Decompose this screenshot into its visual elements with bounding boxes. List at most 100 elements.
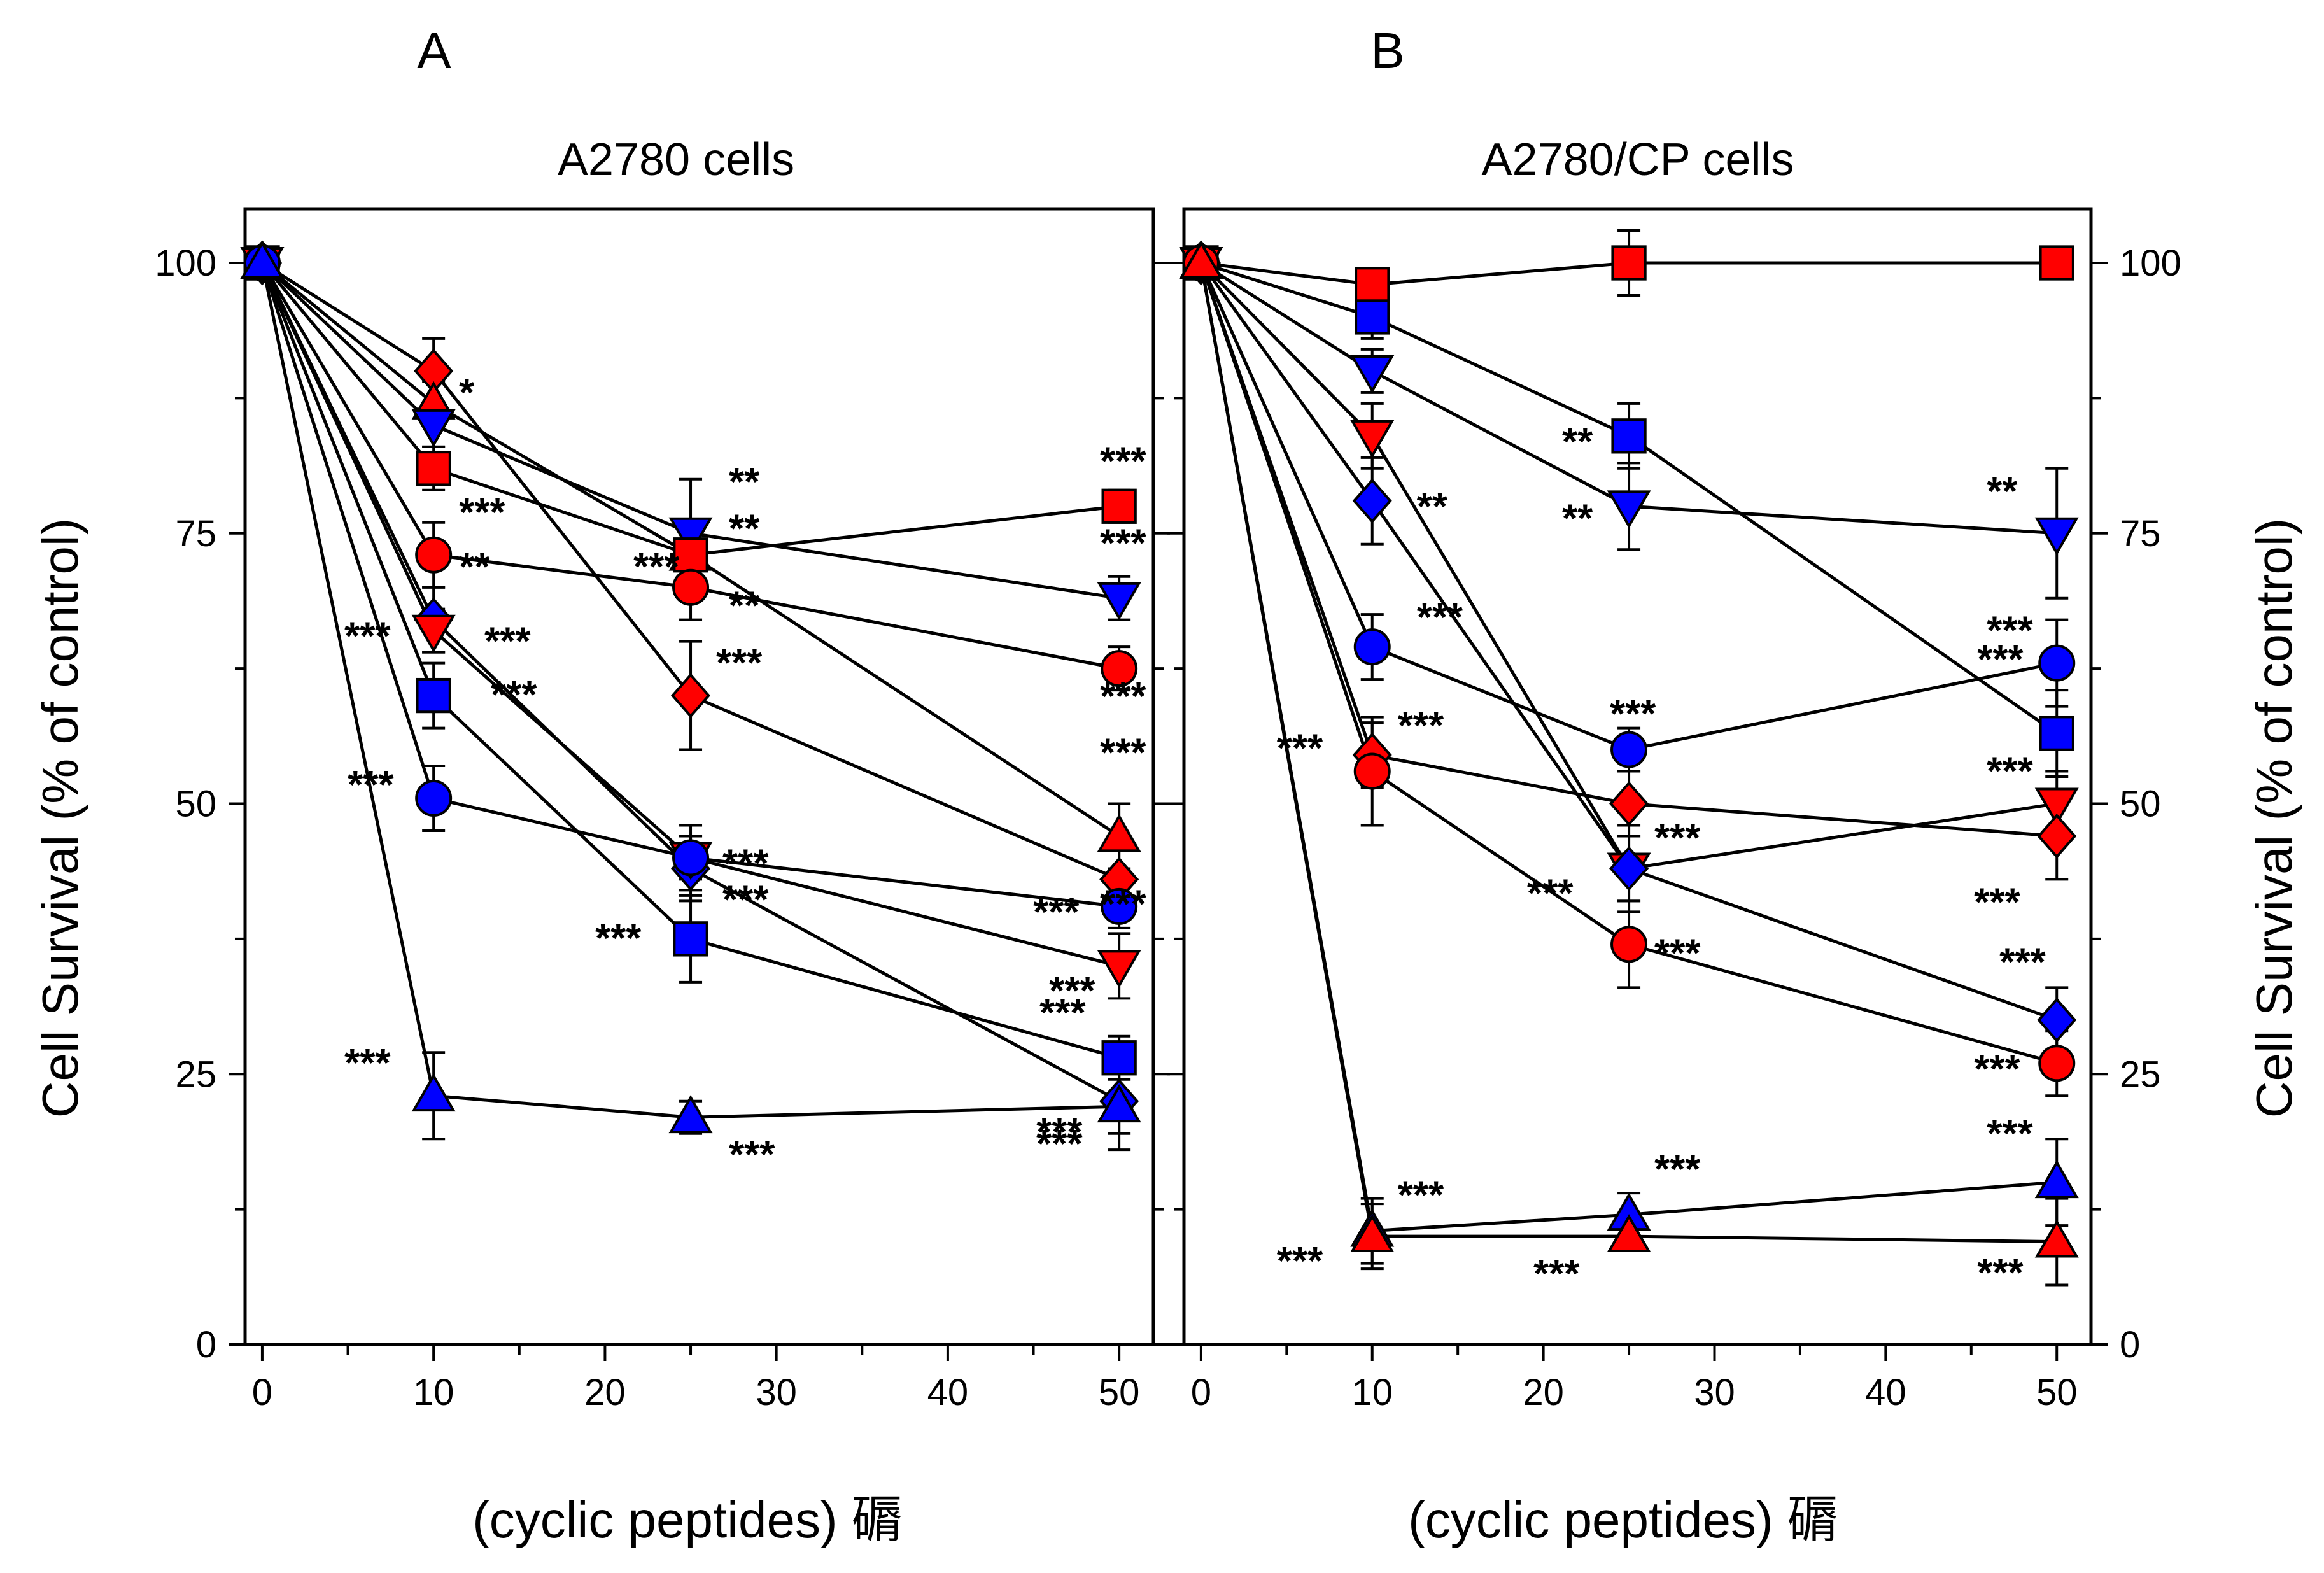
data-point-blue-down-triangle [1350, 355, 1395, 393]
data-point-blue-circle [415, 780, 453, 817]
data-point-blue-circle [1101, 887, 1138, 925]
significance-label: *** [1987, 609, 2033, 653]
panel-a-x-axis-title: (cyclic peptides) 磭 [472, 1492, 903, 1548]
significance-label: ** [1562, 420, 1593, 464]
panel-b-title: A2780/CP cells [1482, 134, 1794, 185]
series-line-blue-down-triangle [1200, 261, 2057, 535]
series-line-blue-square [1201, 261, 2058, 735]
significance-label: *** [1033, 891, 1080, 935]
significance-label: *** [1974, 880, 2020, 924]
x-tick-label: 20 [1523, 1372, 1564, 1413]
data-point-blue-up-triangle [1097, 1084, 1141, 1123]
data-point-blue-diamond [1609, 846, 1649, 891]
data-point-red-down-triangle [2034, 787, 2079, 826]
panel-b-letter: B [1370, 22, 1404, 79]
data-point-red-up-triangle [1607, 1214, 1651, 1253]
significance-label: *** [722, 878, 769, 922]
data-point-blue-square [1355, 299, 1390, 335]
series-line-blue-up-triangle [260, 262, 1120, 1119]
series-line-red-square [261, 262, 1120, 557]
significance-label: *** [1977, 1252, 2024, 1295]
x-tick-label: 10 [1351, 1372, 1393, 1413]
significance-label: *** [729, 1133, 775, 1177]
data-point-blue-square [673, 921, 708, 957]
significance-label: *** [595, 917, 642, 961]
data-point-red-up-triangle [2034, 1219, 2079, 1258]
panel-a-title: A2780 cells [558, 134, 794, 185]
significance-label: *** [1100, 731, 1146, 775]
data-point-red-down-triangle [1350, 420, 1395, 458]
data-point-red-square [1355, 267, 1390, 302]
data-point-red-down-triangle [1097, 950, 1141, 989]
significance-label: *** [1049, 969, 1095, 1013]
data-point-blue-square [1101, 1040, 1137, 1076]
data-point-red-square [416, 451, 451, 486]
panel-b: B A2780/CP cells (cyclic peptides) 磭 Cel… [1167, 22, 2302, 1548]
significance-label: *** [1999, 940, 2046, 984]
x-tick-label: 30 [756, 1372, 797, 1413]
significance-label: *** [1277, 727, 1323, 771]
panel-b-y-axis-title: Cell Survival (% of control) [2246, 518, 2302, 1118]
data-point-red-circle [1101, 650, 1138, 688]
data-point-blue-circle [1353, 628, 1391, 666]
significance-label: *** [633, 546, 680, 589]
significance-label: *** [1398, 704, 1444, 748]
series-line-red-down-triangle [1200, 262, 2057, 871]
significance-label: ** [729, 507, 760, 551]
significance-label: *** [1533, 1252, 1580, 1296]
significance-label: *** [484, 620, 531, 664]
significance-label: *** [1277, 1239, 1323, 1283]
significance-label: *** [1654, 1148, 1701, 1192]
x-tick-label: 40 [927, 1372, 969, 1413]
series-line-red-square [1201, 261, 2057, 286]
data-point-blue-circle [1610, 731, 1648, 768]
significance-label: *** [1987, 750, 2033, 794]
data-point-blue-diamond [2037, 997, 2077, 1043]
x-tick-label: 30 [1694, 1372, 1735, 1413]
significance-label: *** [1654, 817, 1701, 861]
y-tick-label: 100 [2120, 243, 2181, 284]
panel-a: A A2780 cells (cyclic peptides) 磭 Cell S… [32, 22, 1170, 1548]
significance-label: *** [1977, 638, 2024, 682]
significance-label: *** [1100, 882, 1146, 926]
data-point-red-circle [672, 568, 710, 606]
significance-label: * [459, 371, 475, 415]
series-line-blue-square [260, 262, 1120, 1060]
panel-b-x-axis-title: (cyclic peptides) 磭 [1408, 1492, 1838, 1548]
y-tick-label: 50 [175, 784, 216, 825]
series-line-red-diamond [261, 261, 1120, 881]
x-tick-label: 20 [584, 1372, 626, 1413]
significance-label: *** [1100, 522, 1146, 566]
significance-label: ** [1562, 497, 1593, 540]
significance-label: *** [1398, 1174, 1444, 1218]
significance-label: *** [1039, 991, 1086, 1035]
panel-a-y-axis-title: Cell Survival (% of control) [32, 518, 88, 1118]
data-point-blue-square [1611, 418, 1647, 454]
data-point-red-square [1611, 245, 1647, 281]
x-tick-label: 40 [1865, 1372, 1906, 1413]
significance-label: ** [729, 460, 760, 504]
significance-label: *** [1100, 439, 1146, 483]
y-tick-label: 0 [196, 1324, 216, 1365]
y-tick-label: 25 [2120, 1054, 2161, 1095]
significance-label: *** [1654, 931, 1701, 975]
significance-label: *** [1036, 1111, 1083, 1155]
significance-label: *** [1610, 693, 1656, 737]
x-tick-label: 50 [1099, 1372, 1140, 1413]
significance-label: ** [459, 546, 490, 589]
significance-label: *** [344, 615, 391, 659]
data-point-blue-down-triangle [1097, 582, 1141, 621]
significance-label: ** [1417, 485, 1448, 529]
data-point-red-square [1101, 488, 1137, 524]
series-line-red-diamond [1199, 262, 2057, 838]
data-point-blue-up-triangle [668, 1095, 713, 1134]
series-line-blue-diamond [1199, 262, 2058, 1022]
data-point-red-up-triangle [1350, 1214, 1395, 1253]
series-line-red-up-triangle [1199, 262, 2057, 1244]
data-point-red-down-triangle [411, 614, 456, 653]
x-tick-label: 50 [2036, 1372, 2078, 1413]
y-tick-label: 75 [2120, 513, 2161, 554]
data-point-blue-circle [2038, 644, 2076, 682]
significance-label: *** [459, 491, 505, 535]
